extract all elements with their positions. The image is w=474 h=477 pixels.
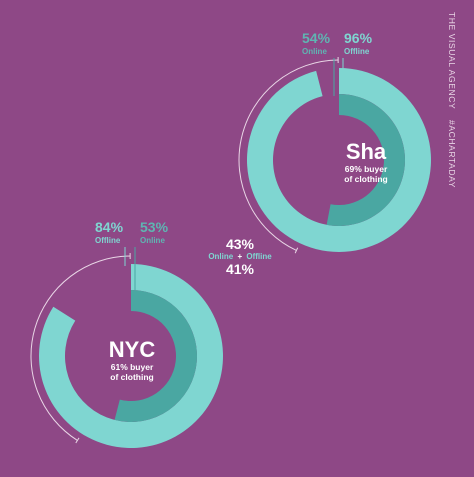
agency-name: THE VISUAL AGENCY <box>447 12 457 110</box>
sha-online-label: Online <box>302 47 327 56</box>
sha-shared-value: 43% <box>226 236 255 252</box>
sha-offline-label: Offline <box>344 47 370 56</box>
sha-online-ring <box>326 94 405 226</box>
hashtag: #ACHARTADAY <box>447 120 457 189</box>
sha-subtitle-line2: of clothing <box>344 174 387 184</box>
sha-subtitle-line1: 69% buyer <box>345 164 388 174</box>
nyc-offline-value: 84% <box>95 219 124 235</box>
nyc-city-title: NYC <box>109 337 156 362</box>
shared-offline-label: Offline <box>246 252 272 261</box>
nyc-online-value: 53% <box>140 219 169 235</box>
shared-center-labels: 43% Online + Offline 41% <box>208 236 272 277</box>
nyc-chart: 84% Offline 53% Online NYC 61% buyer of … <box>30 219 224 448</box>
shared-plus: + <box>237 252 242 261</box>
sha-offline-value: 96% <box>344 30 373 46</box>
nyc-subtitle-line1: 61% buyer <box>111 362 154 372</box>
agency-credit: THE VISUAL AGENCY #ACHARTADAY <box>447 12 457 188</box>
nyc-online-ring <box>114 290 198 422</box>
nyc-shared-arc <box>30 255 131 441</box>
nyc-shared-value: 41% <box>226 261 255 277</box>
shared-legend: Online + Offline <box>208 252 272 261</box>
sha-shared-arc <box>238 59 339 251</box>
shared-online-label: Online <box>208 252 233 261</box>
nyc-shared-arc-cap <box>75 437 80 444</box>
sha-shared-arc-cap <box>294 247 299 254</box>
nyc-subtitle-line2: of clothing <box>110 372 153 382</box>
nyc-offline-label: Offline <box>95 236 121 245</box>
sha-city-title: Sha <box>346 139 387 164</box>
sha-online-value: 54% <box>302 30 331 46</box>
nyc-online-label: Online <box>140 236 165 245</box>
sha-chart: 54% Online 96% Offline Sha 69% buyer of … <box>238 30 431 254</box>
